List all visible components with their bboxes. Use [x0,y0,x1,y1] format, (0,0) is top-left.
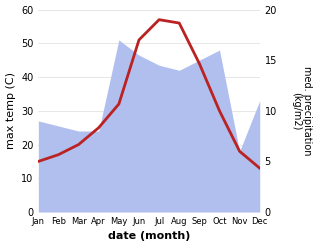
Y-axis label: med. precipitation
(kg/m2): med. precipitation (kg/m2) [291,66,313,156]
X-axis label: date (month): date (month) [108,231,190,242]
Y-axis label: max temp (C): max temp (C) [5,72,16,149]
